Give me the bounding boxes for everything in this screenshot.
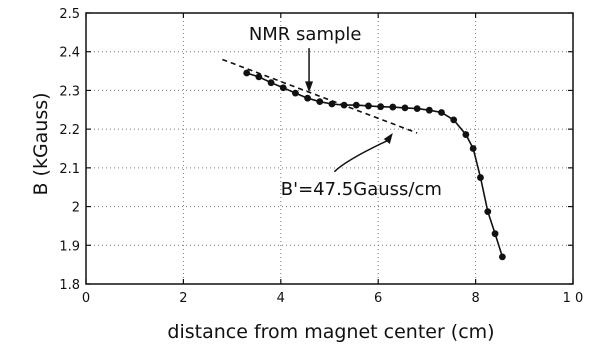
annotation-nmr-sample: NMR sample bbox=[249, 24, 362, 45]
x-tick-label: 2 bbox=[179, 291, 187, 306]
annotation-arrow-head bbox=[383, 133, 393, 145]
data-point bbox=[425, 106, 433, 114]
data-point bbox=[340, 101, 348, 109]
y-tick-label: 2.3 bbox=[59, 84, 80, 99]
data-point bbox=[469, 145, 477, 152]
data-point bbox=[267, 79, 275, 87]
y-tick-label: 2.1 bbox=[59, 162, 80, 177]
data-series bbox=[243, 69, 506, 261]
data-point bbox=[292, 89, 299, 97]
x-tick-label: 0 bbox=[82, 291, 90, 306]
data-point bbox=[365, 102, 372, 110]
data-point bbox=[413, 105, 421, 113]
x-axis-title: distance from magnet center (cm) bbox=[167, 321, 494, 343]
fit-line bbox=[222, 58, 418, 134]
data-point bbox=[255, 73, 263, 81]
data-point bbox=[450, 116, 458, 124]
data-point bbox=[377, 103, 385, 111]
x-ticks: 0 2 4 6 8 1 0 bbox=[82, 13, 583, 306]
x-tick-label: 8 bbox=[471, 291, 479, 306]
data-point bbox=[389, 103, 397, 111]
y-tick-label: 2 bbox=[72, 201, 80, 216]
plot-border bbox=[85, 12, 574, 285]
y-tick-label: 1.8 bbox=[59, 278, 80, 293]
data-point bbox=[243, 69, 251, 77]
data-point bbox=[352, 101, 360, 109]
x-tick-label: 4 bbox=[277, 291, 285, 306]
data-point bbox=[438, 109, 445, 116]
data-point bbox=[401, 104, 409, 112]
x-tick-label: 1 0 bbox=[563, 291, 584, 306]
y-tick-label: 2.2 bbox=[59, 123, 80, 138]
data-point bbox=[316, 98, 324, 106]
y-tick-label: 2.5 bbox=[59, 7, 80, 22]
fit-line-segment bbox=[222, 58, 418, 134]
annotations: NMR sample B'=47.5Gauss/cm bbox=[249, 24, 442, 200]
data-point bbox=[498, 253, 506, 261]
data-point bbox=[477, 174, 484, 181]
annotation-arrow-head bbox=[305, 81, 314, 93]
data-point bbox=[304, 94, 311, 102]
y-tick-label: 1.9 bbox=[59, 239, 80, 254]
data-point bbox=[279, 84, 287, 92]
y-ticks: 1.8 1.9 2 2.1 2.2 2.3 2.4 2.5 bbox=[59, 7, 573, 293]
plot-frame bbox=[85, 12, 574, 285]
x-tick-label: 6 bbox=[374, 291, 382, 306]
annotation-gradient: B'=47.5Gauss/cm bbox=[281, 179, 442, 200]
data-point bbox=[484, 208, 492, 216]
data-point bbox=[462, 131, 470, 138]
data-point bbox=[491, 230, 499, 238]
data-point bbox=[328, 100, 336, 108]
annotation-arrow-shaft bbox=[333, 138, 392, 173]
y-tick-label: 2.4 bbox=[59, 46, 80, 61]
y-axis-title: B (kGauss) bbox=[30, 92, 52, 195]
